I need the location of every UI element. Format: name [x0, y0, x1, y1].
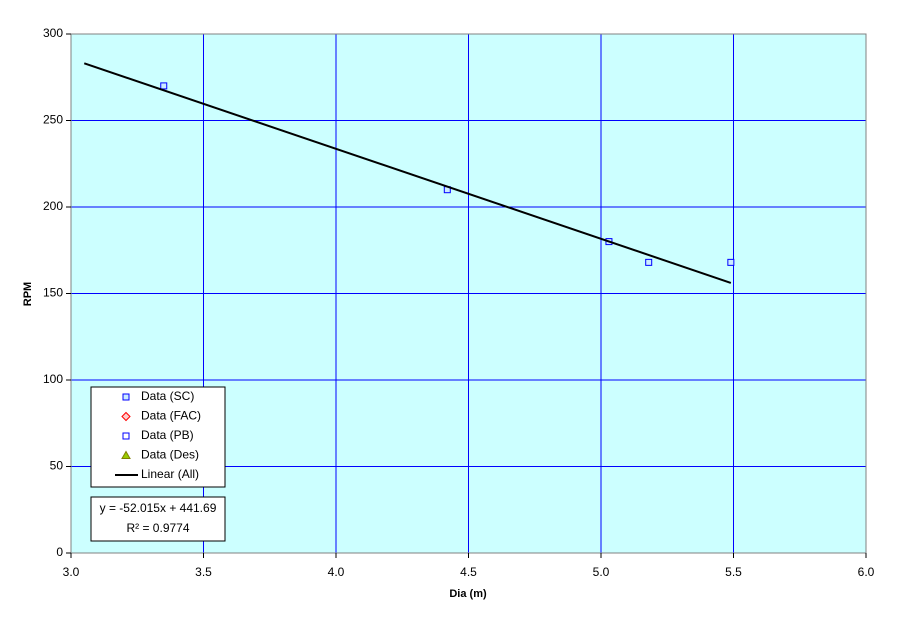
- marker: [160, 82, 168, 90]
- marker: [727, 258, 735, 266]
- y-tick-label: 150: [43, 286, 63, 300]
- y-tick-label: 100: [43, 372, 63, 386]
- equation: y = -52.015x + 441.69: [100, 501, 217, 515]
- legend-label: Data (Des): [141, 448, 199, 462]
- trendline: [83, 62, 732, 284]
- r-squared: R² = 0.9774: [126, 521, 189, 535]
- legend-swatch: [121, 411, 131, 422]
- legend-label: Data (PB): [141, 428, 194, 442]
- y-tick-label: 250: [43, 113, 63, 127]
- legend-swatch: [122, 393, 130, 401]
- legend-swatch: [122, 432, 130, 440]
- y-tick-label: 300: [43, 26, 63, 40]
- y-tick-label: 50: [50, 459, 64, 473]
- x-tick-label: 5.0: [593, 565, 610, 579]
- x-tick-label: 3.0: [63, 565, 80, 579]
- marker: [645, 258, 653, 266]
- y-axis-title: RPM: [22, 282, 34, 306]
- legend-label: Data (SC): [141, 389, 194, 403]
- x-tick-label: 4.0: [328, 565, 345, 579]
- legend: [90, 386, 226, 488]
- y-tick-label: 0: [56, 545, 63, 559]
- legend-swatch: [121, 450, 131, 459]
- x-tick-label: 6.0: [858, 565, 875, 579]
- x-tick-label: 3.5: [195, 565, 212, 579]
- y-tick-label: 200: [43, 199, 63, 213]
- x-tick-label: 4.5: [460, 565, 477, 579]
- x-tick-label: 5.5: [725, 565, 742, 579]
- equation-box: [90, 496, 226, 542]
- legend-label: Linear (All): [141, 467, 199, 481]
- x-axis-title: Dia (m): [449, 588, 487, 600]
- legend-label: Data (FAC): [141, 409, 201, 423]
